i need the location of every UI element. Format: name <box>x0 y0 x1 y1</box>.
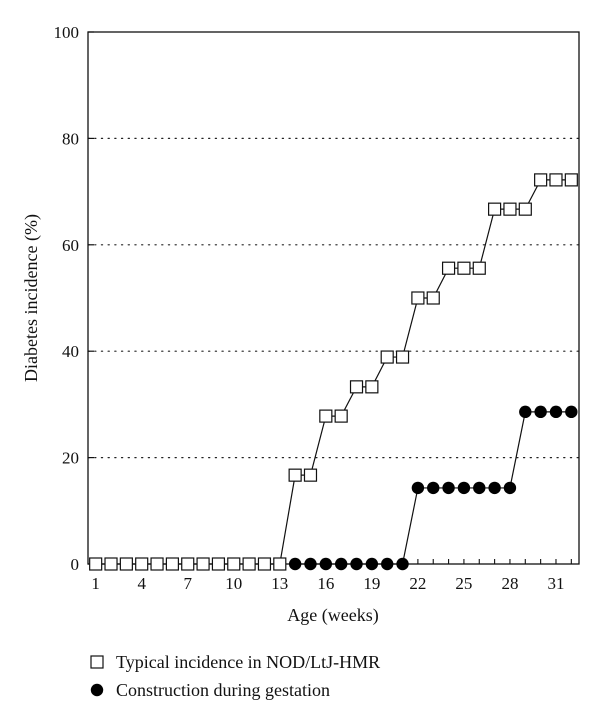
data-point <box>534 173 548 187</box>
data-point <box>196 557 210 571</box>
x-axis-label: Age (weeks) <box>287 605 378 626</box>
data-point <box>442 481 455 495</box>
data-point <box>350 557 363 571</box>
data-point <box>334 557 348 571</box>
data-point <box>441 261 456 275</box>
data-point <box>488 202 502 216</box>
data-point <box>518 202 532 216</box>
x-tick-label: 13 <box>271 574 288 593</box>
series-line <box>95 179 572 565</box>
y-tick-label: 100 <box>54 23 80 42</box>
data-point <box>380 350 394 364</box>
data-point <box>395 350 410 364</box>
legend-label: Construction during gestation <box>116 680 330 700</box>
y-tick-label: 40 <box>62 342 79 361</box>
x-tick-label: 19 <box>363 574 380 593</box>
data-point <box>365 557 379 571</box>
x-tick-label: 22 <box>409 574 426 593</box>
data-point <box>381 557 394 571</box>
data-point <box>227 557 241 571</box>
data-point <box>89 557 103 571</box>
data-point <box>473 481 486 495</box>
y-tick-label: 0 <box>71 555 80 574</box>
y-tick-label: 20 <box>62 449 79 468</box>
data-point <box>334 409 348 423</box>
data-point <box>181 557 195 571</box>
data-point <box>303 468 318 482</box>
x-tick-label: 25 <box>455 574 472 593</box>
data-point <box>365 380 379 394</box>
data-point <box>472 261 486 275</box>
data-point <box>457 261 471 275</box>
data-point <box>426 291 440 305</box>
x-tick-label: 1 <box>91 574 100 593</box>
data-point <box>304 557 317 571</box>
data-point <box>396 557 409 571</box>
legend-marker <box>90 683 104 697</box>
data-point <box>503 481 517 495</box>
data-point <box>273 557 287 571</box>
data-point <box>565 405 578 419</box>
x-tick-label: 28 <box>501 574 518 593</box>
data-point <box>411 481 425 495</box>
data-point <box>135 557 149 571</box>
data-point <box>488 481 501 495</box>
data-point <box>288 468 302 482</box>
y-tick-label: 80 <box>62 129 79 148</box>
grid-lines <box>87 137 580 459</box>
data-point <box>257 557 272 571</box>
data-point <box>319 557 333 571</box>
y-axis-label: Diabetes incidence (%) <box>21 214 42 382</box>
data-point <box>104 557 118 571</box>
x-tick-label: 31 <box>547 574 564 593</box>
x-tick-label: 4 <box>137 574 146 593</box>
data-point <box>549 405 563 419</box>
data-point <box>150 557 164 571</box>
data-point <box>288 557 302 571</box>
data-point <box>427 481 440 495</box>
data-point <box>503 202 517 216</box>
data-point <box>564 173 578 187</box>
series-layer <box>89 173 578 571</box>
data-point <box>211 557 226 571</box>
data-point <box>165 557 179 571</box>
y-axis: 0 20 40 60 80 100 <box>54 23 94 574</box>
data-point <box>349 380 364 394</box>
y-tick-label: 60 <box>62 236 79 255</box>
data-point <box>242 557 256 571</box>
data-point <box>411 291 425 305</box>
data-point <box>457 481 471 495</box>
x-tick-label: 7 <box>183 574 192 593</box>
legend: Typical incidence in NOD/LtJ-HMR Construc… <box>90 652 380 700</box>
data-point <box>319 409 333 423</box>
x-tick-label: 16 <box>317 574 334 593</box>
data-point <box>119 557 133 571</box>
x-tick-label: 10 <box>225 574 242 593</box>
data-point <box>519 405 532 419</box>
data-point <box>549 173 563 187</box>
legend-marker <box>90 655 104 669</box>
data-point <box>534 405 547 419</box>
legend-label: Typical incidence in NOD/LtJ-HMR <box>116 652 380 672</box>
